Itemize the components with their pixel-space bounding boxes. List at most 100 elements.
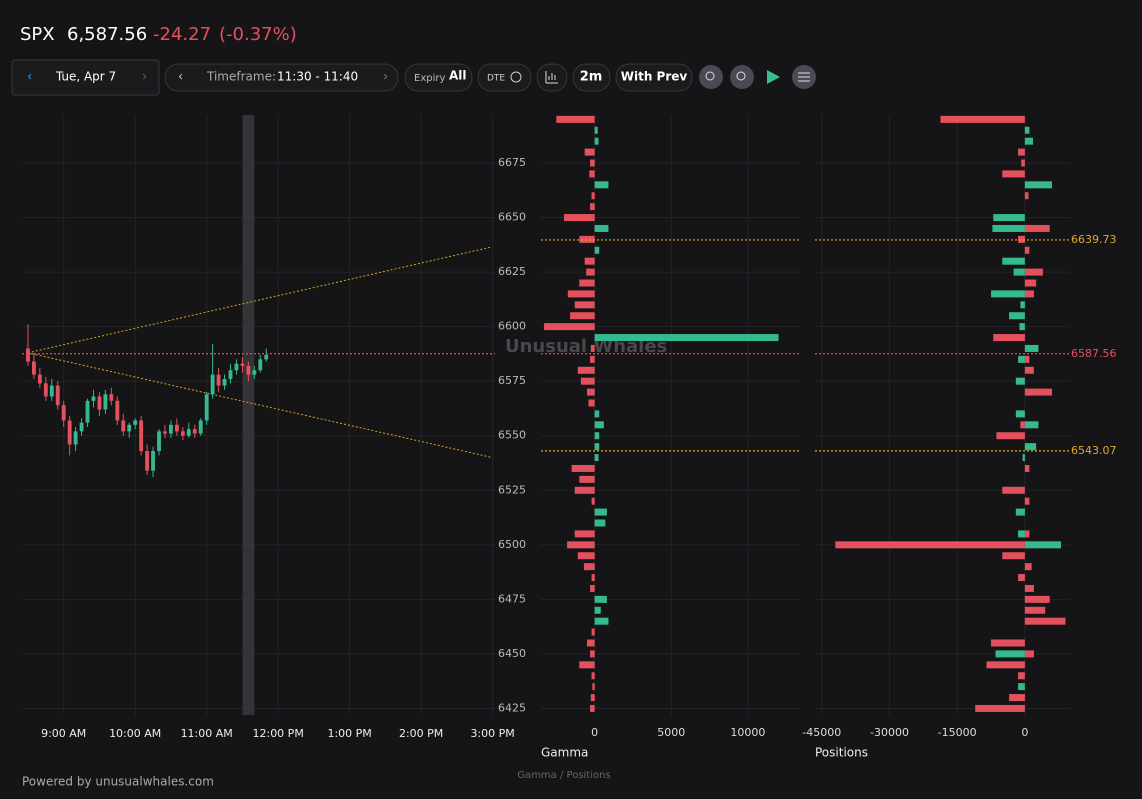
- x-tick-label: 0: [591, 726, 598, 739]
- bar: [996, 432, 1025, 440]
- compare-button[interactable]: [615, 63, 693, 92]
- marks: [22, 115, 1070, 712]
- bar: [975, 704, 1025, 712]
- candle-body: [163, 431, 167, 434]
- bar: [1013, 268, 1025, 276]
- play-button[interactable]: [767, 70, 780, 84]
- bar: [1002, 552, 1025, 560]
- bar: [1018, 683, 1025, 691]
- bar: [590, 704, 595, 712]
- bar: [1018, 148, 1025, 156]
- candle-body: [204, 394, 209, 421]
- y-tick-label: 6425: [498, 701, 526, 714]
- timeframe-label: Timeframe:: [206, 70, 276, 84]
- bar: [590, 694, 595, 702]
- y-tick-label: 6675: [498, 156, 526, 169]
- bar: [571, 464, 595, 472]
- candle-body: [252, 370, 257, 375]
- bar: [1018, 530, 1025, 538]
- bar: [556, 115, 595, 123]
- bar: [986, 661, 1025, 669]
- bar: [1024, 126, 1030, 134]
- y-tick-label: 6475: [498, 592, 526, 605]
- candle-body: [61, 405, 66, 421]
- bar: [1021, 159, 1025, 167]
- y-tick-label: 6600: [498, 320, 526, 333]
- y-tick-label: 6650: [498, 211, 526, 224]
- clock-icon: [510, 71, 522, 83]
- x-tick-label: -30000: [870, 726, 909, 739]
- y-tick-label: 6525: [498, 483, 526, 496]
- bar: [579, 661, 595, 669]
- bar: [584, 257, 595, 265]
- ticker: SPX: [20, 24, 55, 45]
- next-day[interactable]: ›: [142, 70, 147, 85]
- bar: [594, 410, 600, 418]
- date-picker[interactable]: [11, 59, 160, 96]
- bar: [1024, 181, 1052, 189]
- bar: [940, 115, 1025, 123]
- bar: [1018, 574, 1025, 582]
- zoom-out-icon: [705, 71, 715, 81]
- bar: [594, 432, 600, 440]
- bar: [594, 126, 598, 134]
- prev-timeframe[interactable]: ‹: [178, 70, 183, 85]
- x-tick-label: -15000: [938, 726, 977, 739]
- bar: [1020, 421, 1025, 429]
- bar: [1024, 224, 1050, 232]
- bar: [1024, 290, 1034, 298]
- candle-body: [26, 348, 30, 362]
- prev-day[interactable]: ‹: [27, 70, 32, 85]
- x-tick-label: 9:00 AM: [41, 727, 86, 740]
- bar: [589, 170, 595, 178]
- candle-body: [31, 361, 36, 375]
- next-timeframe[interactable]: ›: [383, 70, 388, 85]
- bar: [584, 148, 595, 156]
- bar: [594, 334, 779, 342]
- bar: [1015, 410, 1025, 418]
- bar: [591, 628, 595, 636]
- timeframe[interactable]: [164, 63, 399, 92]
- expiry-value: All: [449, 69, 467, 83]
- bar: [591, 192, 595, 200]
- bar: [594, 246, 600, 254]
- bar: [1024, 595, 1050, 603]
- y-tick-label: 6625: [498, 265, 526, 278]
- x-tick-label: 10000: [730, 726, 765, 739]
- candle-body: [97, 396, 102, 410]
- zoom-in[interactable]: [730, 65, 754, 89]
- bar: [594, 137, 599, 145]
- interval-button[interactable]: [572, 63, 611, 92]
- bar: [590, 650, 595, 658]
- bar: [590, 159, 595, 167]
- bar: [992, 224, 1025, 232]
- dte-button[interactable]: [477, 63, 532, 92]
- bar: [1024, 421, 1039, 429]
- candle-body: [192, 429, 197, 434]
- x-tick-label: 5000: [657, 726, 685, 739]
- bar: [544, 323, 595, 331]
- timeframe-value: 11:30 - 11:40: [277, 70, 358, 84]
- bar: [590, 203, 595, 211]
- bar: [594, 421, 604, 429]
- bar: [591, 574, 595, 582]
- expiry-button[interactable]: [404, 63, 473, 92]
- price: 6,587.56: [67, 24, 147, 45]
- bar: [1024, 344, 1039, 352]
- candle-body: [174, 424, 179, 432]
- x-tick-label: 1:00 PM: [327, 727, 371, 740]
- bar: [591, 497, 595, 505]
- bar: [1024, 530, 1030, 538]
- candle-body: [73, 431, 78, 445]
- bar: [594, 595, 607, 603]
- bar: [1009, 312, 1025, 320]
- bar: [1015, 508, 1025, 516]
- bar: [591, 672, 595, 680]
- candle-body: [79, 422, 84, 432]
- bar: [1009, 694, 1025, 702]
- x-tick-label: 3:00 PM: [470, 727, 514, 740]
- bar: [1020, 301, 1025, 309]
- candle-body: [157, 431, 161, 451]
- zoom-out[interactable]: [699, 65, 723, 89]
- candle-body: [186, 429, 191, 436]
